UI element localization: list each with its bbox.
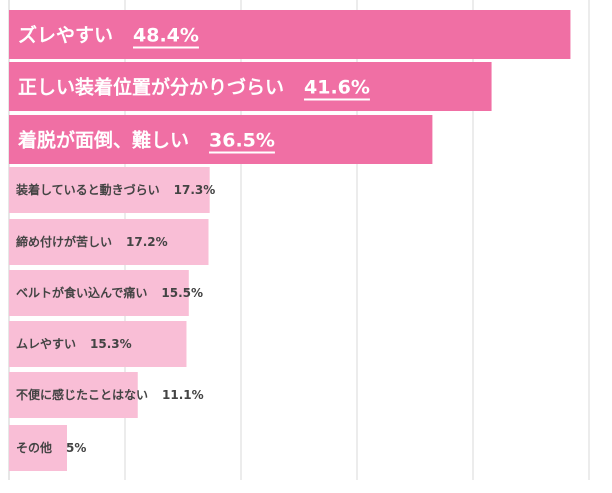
bar-label: ムレやすい 15.3% (16, 337, 132, 351)
category-label: 締め付けが苦しい (16, 234, 112, 249)
value-label: 36.5% (209, 130, 275, 152)
bar-label: ズレやすい 48.4% (18, 24, 199, 47)
value-label: 17.2% (126, 235, 168, 249)
bar-row: 正しい装着位置が分かりづらい 41.6% (9, 62, 492, 111)
category-label: 不便に感じたことはない (16, 387, 148, 402)
category-label: 着脱が面倒、難しい (18, 129, 189, 152)
bar-row: 着脱が面倒、難しい 36.5% (9, 115, 433, 164)
value-label: 11.1% (162, 388, 204, 402)
bar-label: 装着していると動きづらい 17.3% (15, 182, 215, 197)
bar-row: 装着していると動きづらい 17.3% (9, 167, 215, 213)
value-label: 15.3% (90, 337, 132, 351)
bar-label: ベルトが食い込んで痛い 15.5% (16, 285, 203, 300)
bar-label: その他 5% (16, 440, 86, 455)
bar (9, 115, 433, 164)
bar-row: 不便に感じたことはない 11.1% (9, 372, 204, 418)
bar-row: ムレやすい 15.3% (9, 321, 187, 367)
bar (9, 372, 138, 418)
bar (9, 425, 67, 471)
bar-label: 着脱が面倒、難しい 36.5% (18, 129, 275, 152)
bar (9, 321, 187, 367)
bar (9, 270, 189, 316)
value-label: 48.4% (133, 25, 199, 47)
bar-label: 不便に感じたことはない 11.1% (16, 387, 204, 402)
bar-label: 正しい装着位置が分かりづらい 41.6% (18, 76, 370, 99)
category-label: ズレやすい (18, 24, 113, 47)
value-label: 17.3% (174, 183, 216, 197)
category-label: ムレやすい (16, 337, 76, 351)
bar-row: 締め付けが苦しい 17.2% (9, 219, 209, 265)
value-label: 41.6% (304, 77, 370, 99)
bar (9, 62, 492, 111)
bar (9, 167, 210, 213)
category-label: 装着していると動きづらい (15, 182, 160, 197)
value-label: 15.5% (161, 286, 203, 300)
category-label: その他 (16, 440, 52, 455)
bar-row: ベルトが食い込んで痛い 15.5% (9, 270, 203, 316)
bar-row: ズレやすい 48.4% (9, 10, 571, 59)
bar-label: 締め付けが苦しい 17.2% (16, 234, 168, 249)
bar (9, 219, 209, 265)
value-label: 5% (66, 441, 86, 455)
bar (9, 10, 571, 59)
bar-row: その他 5% (9, 425, 86, 471)
category-label: 正しい装着位置が分かりづらい (18, 76, 284, 99)
category-label: ベルトが食い込んで痛い (16, 285, 147, 300)
